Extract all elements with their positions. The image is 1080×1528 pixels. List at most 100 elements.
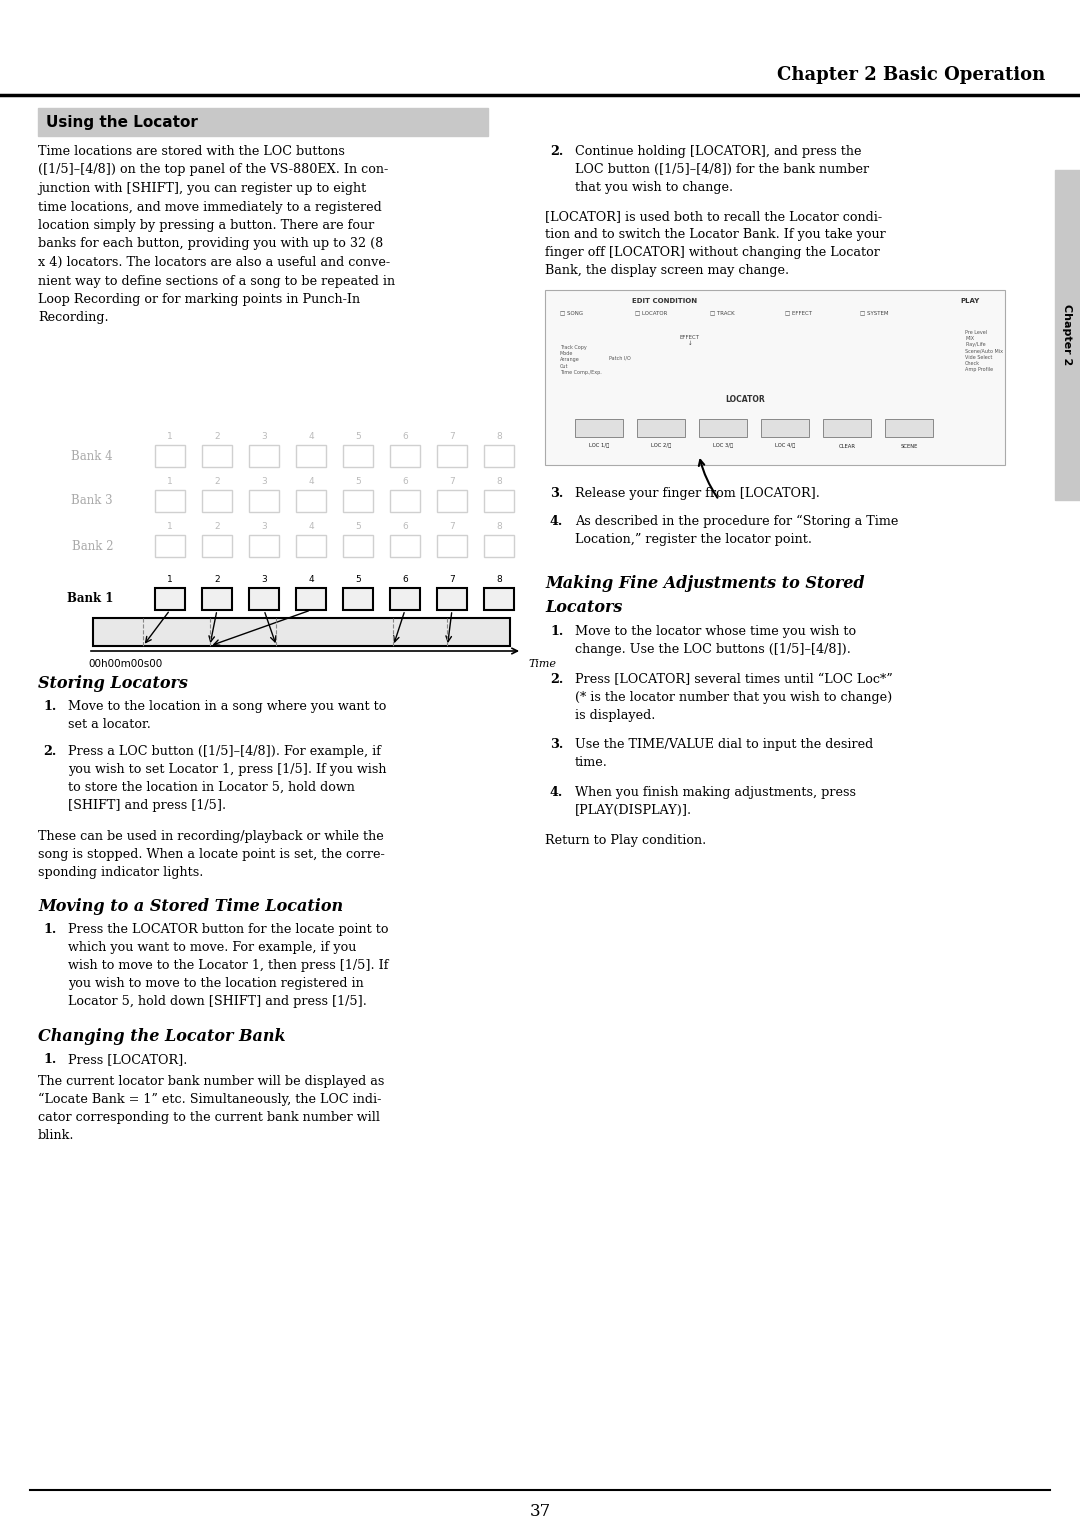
Text: Changing the Locator Bank: Changing the Locator Bank [38,1028,285,1045]
Text: 00h00m00s00: 00h00m00s00 [87,659,162,669]
Text: Move to the location in a song where you want to
set a locator.: Move to the location in a song where you… [68,700,387,730]
Bar [156,445,185,468]
Text: □ LOCATOR: □ LOCATOR [635,310,667,315]
Text: Patch I/O: Patch I/O [609,354,631,361]
Bar [38,108,488,136]
Text: 5: 5 [355,575,361,584]
Bar [437,588,467,610]
Text: □ SYSTEM: □ SYSTEM [860,310,889,315]
Text: 4: 4 [308,432,314,442]
Bar [761,419,809,437]
Text: 3.: 3. [550,738,564,750]
Bar [343,445,373,468]
Text: Bank 3: Bank 3 [71,495,113,507]
Bar [390,535,420,558]
Text: These can be used in recording/playback or while the
song is stopped. When a loc: These can be used in recording/playback … [38,830,384,879]
Text: LOC 3/七: LOC 3/七 [713,443,733,449]
Bar [343,535,373,558]
Bar [202,588,232,610]
Text: 6: 6 [402,477,408,486]
Bar [575,419,623,437]
Bar [390,445,420,468]
Bar [202,535,232,558]
Text: 2: 2 [214,575,220,584]
Text: 4: 4 [308,477,314,486]
Text: 1.: 1. [43,700,56,714]
Bar [637,419,685,437]
Bar [93,617,510,646]
Text: 3: 3 [261,477,267,486]
Text: □ EFFECT: □ EFFECT [785,310,812,315]
Text: Time: Time [528,659,556,669]
Text: EDIT CONDITION: EDIT CONDITION [633,298,698,304]
Text: LOC 4/八: LOC 4/八 [774,443,795,449]
Bar [296,490,326,512]
Bar [296,588,326,610]
Text: Release your finger from [LOCATOR].: Release your finger from [LOCATOR]. [575,487,820,500]
Text: LOC 2/六: LOC 2/六 [651,443,671,449]
Bar [437,445,467,468]
Text: 4: 4 [308,575,314,584]
Text: 1: 1 [167,477,173,486]
Bar [156,535,185,558]
Text: 2: 2 [214,432,220,442]
Text: 3: 3 [261,432,267,442]
Text: CLEAR: CLEAR [838,443,855,449]
Text: Press [LOCATOR].: Press [LOCATOR]. [68,1053,187,1067]
Text: 8: 8 [496,575,502,584]
Bar [249,445,279,468]
Text: 7: 7 [449,575,455,584]
Text: Bank 2: Bank 2 [71,539,113,553]
Bar [202,445,232,468]
Text: Press [LOCATOR] several times until “LOC Loc*”
(* is the locator number that you: Press [LOCATOR] several times until “LOC… [575,672,893,723]
Text: Track Copy
Mode
Arrange
Cut
Time Comp./Exp.: Track Copy Mode Arrange Cut Time Comp./E… [561,345,602,374]
Text: PLAY: PLAY [960,298,980,304]
Text: Press the LOCATOR button for the locate point to
which you want to move. For exa: Press the LOCATOR button for the locate … [68,923,389,1008]
Text: 3.: 3. [550,487,564,500]
Text: Use the TIME/VALUE dial to input the desired
time.: Use the TIME/VALUE dial to input the des… [575,738,874,769]
Text: Time locations are stored with the LOC buttons
([1/5]–[4/8]) on the top panel of: Time locations are stored with the LOC b… [38,145,395,324]
Text: Moving to a Stored Time Location: Moving to a Stored Time Location [38,898,343,915]
Text: 3: 3 [261,523,267,532]
Bar [885,419,933,437]
Text: 1: 1 [167,432,173,442]
Bar [249,535,279,558]
Bar [390,490,420,512]
Text: □ SONG: □ SONG [561,310,583,315]
Text: □ TRACK: □ TRACK [710,310,734,315]
Text: EFFECT
↓: EFFECT ↓ [680,335,700,345]
Text: 1: 1 [597,431,600,435]
Bar [156,490,185,512]
Text: 8: 8 [496,523,502,532]
Text: 3: 3 [261,575,267,584]
Text: 8: 8 [496,432,502,442]
Text: Move to the locator whose time you wish to
change. Use the LOC buttons ([1/5]–[4: Move to the locator whose time you wish … [575,625,856,656]
Text: 6: 6 [402,575,408,584]
Text: LOC 1/五: LOC 1/五 [589,443,609,449]
Bar [249,490,279,512]
Text: The current locator bank number will be displayed as
“Locate Bank = 1” etc. Simu: The current locator bank number will be … [38,1076,384,1143]
Text: Continue holding [LOCATOR], and press the
LOC button ([1/5]–[4/8]) for the bank : Continue holding [LOCATOR], and press th… [575,145,869,194]
Bar [249,588,279,610]
Text: 5: 5 [355,432,361,442]
Text: Chapter 2: Chapter 2 [1062,304,1072,365]
Text: 5: 5 [355,477,361,486]
Text: 1: 1 [167,523,173,532]
Bar [1055,170,1080,500]
Text: 4: 4 [783,431,786,435]
Bar [296,445,326,468]
Bar [484,588,514,610]
Text: Making Fine Adjustments to Stored
Locators: Making Fine Adjustments to Stored Locato… [545,575,865,616]
Text: When you finish making adjustments, press
[PLAY(DISPLAY)].: When you finish making adjustments, pres… [575,785,856,817]
Text: 2.: 2. [550,145,564,157]
Bar [437,490,467,512]
Text: Press a LOC button ([1/5]–[4/8]). For example, if
you wish to set Locator 1, pre: Press a LOC button ([1/5]–[4/8]). For ex… [68,746,387,811]
Text: 3: 3 [721,431,725,435]
Text: Chapter 2 Basic Operation: Chapter 2 Basic Operation [777,66,1045,84]
Text: 4: 4 [308,523,314,532]
Text: LOCATOR: LOCATOR [725,396,765,403]
Text: Return to Play condition.: Return to Play condition. [545,834,706,847]
Text: Pre Level
MIX
Play/Life
Scene/Auto Mix
Vide Select
Check
Amp Profile: Pre Level MIX Play/Life Scene/Auto Mix V… [966,330,1003,373]
Bar [156,588,185,610]
Bar [545,290,1005,465]
